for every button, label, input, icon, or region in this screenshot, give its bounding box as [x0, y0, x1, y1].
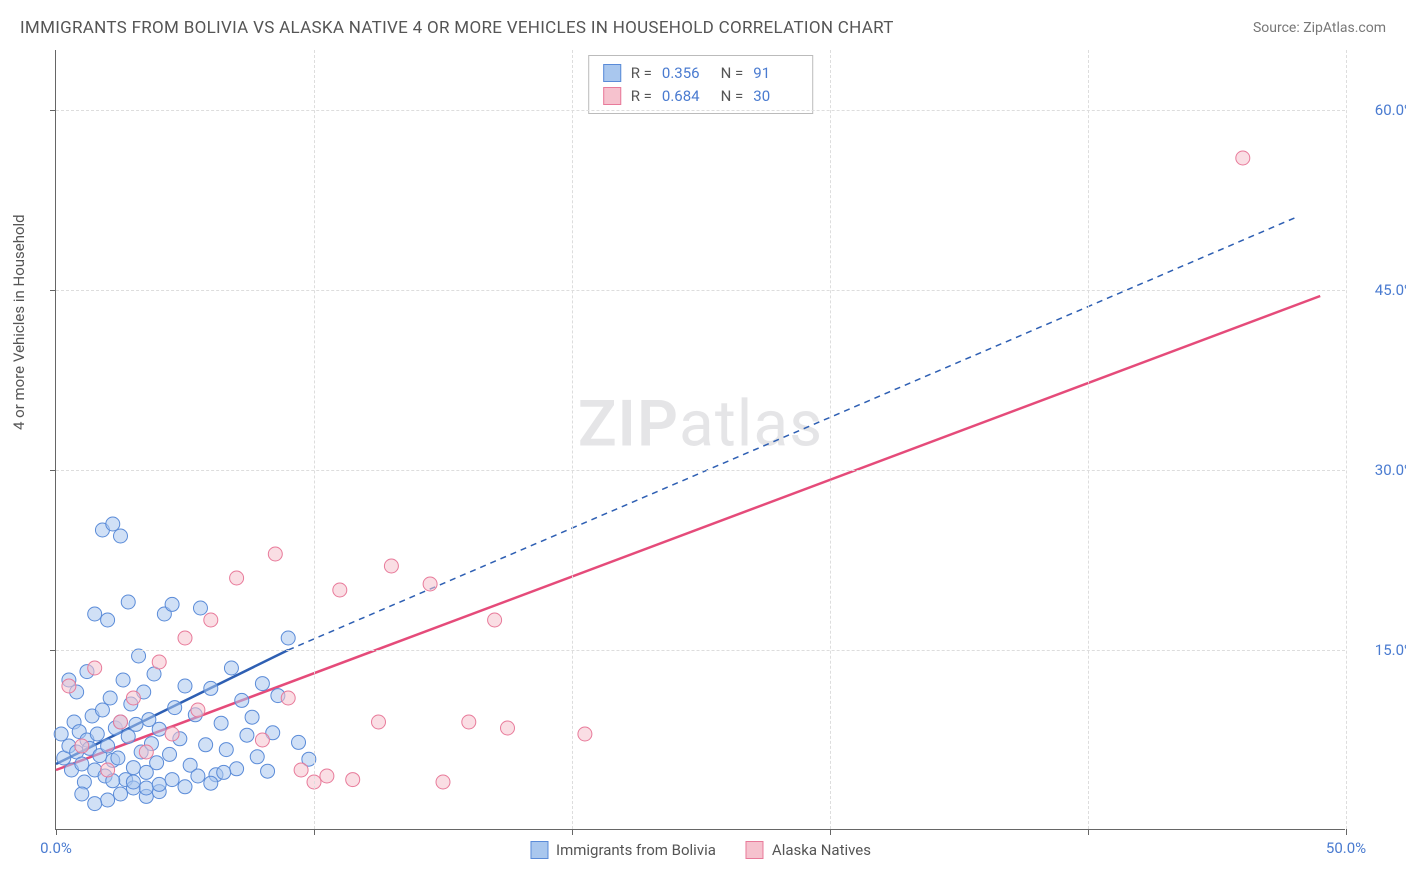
x-tick-label: 50.0% — [1326, 839, 1366, 857]
legend-swatch-alaska — [603, 87, 621, 105]
n-value-bolivia: 91 — [753, 62, 798, 85]
chart-plot-area: ZIPatlas R = 0.356 N = 91 R = 0.684 N = … — [55, 50, 1345, 830]
legend-swatch-bolivia — [603, 64, 621, 82]
y-tick-label: 60.0% — [1375, 101, 1406, 119]
r-value-alaska: 0.684 — [662, 85, 707, 108]
title-bar: IMMIGRANTS FROM BOLIVIA VS ALASKA NATIVE… — [20, 18, 1386, 38]
correlation-legend: R = 0.356 N = 91 R = 0.684 N = 30 — [588, 55, 814, 114]
n-value-alaska: 30 — [753, 85, 798, 108]
x-tick-label: 0.0% — [40, 839, 72, 857]
chart-title: IMMIGRANTS FROM BOLIVIA VS ALASKA NATIVE… — [20, 18, 894, 38]
legend-item-alaska: Alaska Natives — [746, 841, 871, 859]
legend-label: Immigrants from Bolivia — [556, 841, 716, 859]
legend-row-bolivia: R = 0.356 N = 91 — [603, 62, 799, 85]
legend-row-alaska: R = 0.684 N = 30 — [603, 85, 799, 108]
legend-swatch-icon — [746, 841, 764, 859]
scatter-plot-svg — [56, 50, 1345, 829]
y-tick-label: 45.0% — [1375, 281, 1406, 299]
legend-label: Alaska Natives — [772, 841, 871, 859]
series-legend: Immigrants from Bolivia Alaska Natives — [530, 841, 871, 859]
legend-item-bolivia: Immigrants from Bolivia — [530, 841, 716, 859]
legend-swatch-icon — [530, 841, 548, 859]
y-tick-label: 15.0% — [1375, 641, 1406, 659]
source-attribution: Source: ZipAtlas.com — [1253, 20, 1386, 36]
r-value-bolivia: 0.356 — [662, 62, 707, 85]
y-tick-label: 30.0% — [1375, 461, 1406, 479]
y-axis-label: 4 or more Vehicles in Household — [10, 214, 28, 430]
